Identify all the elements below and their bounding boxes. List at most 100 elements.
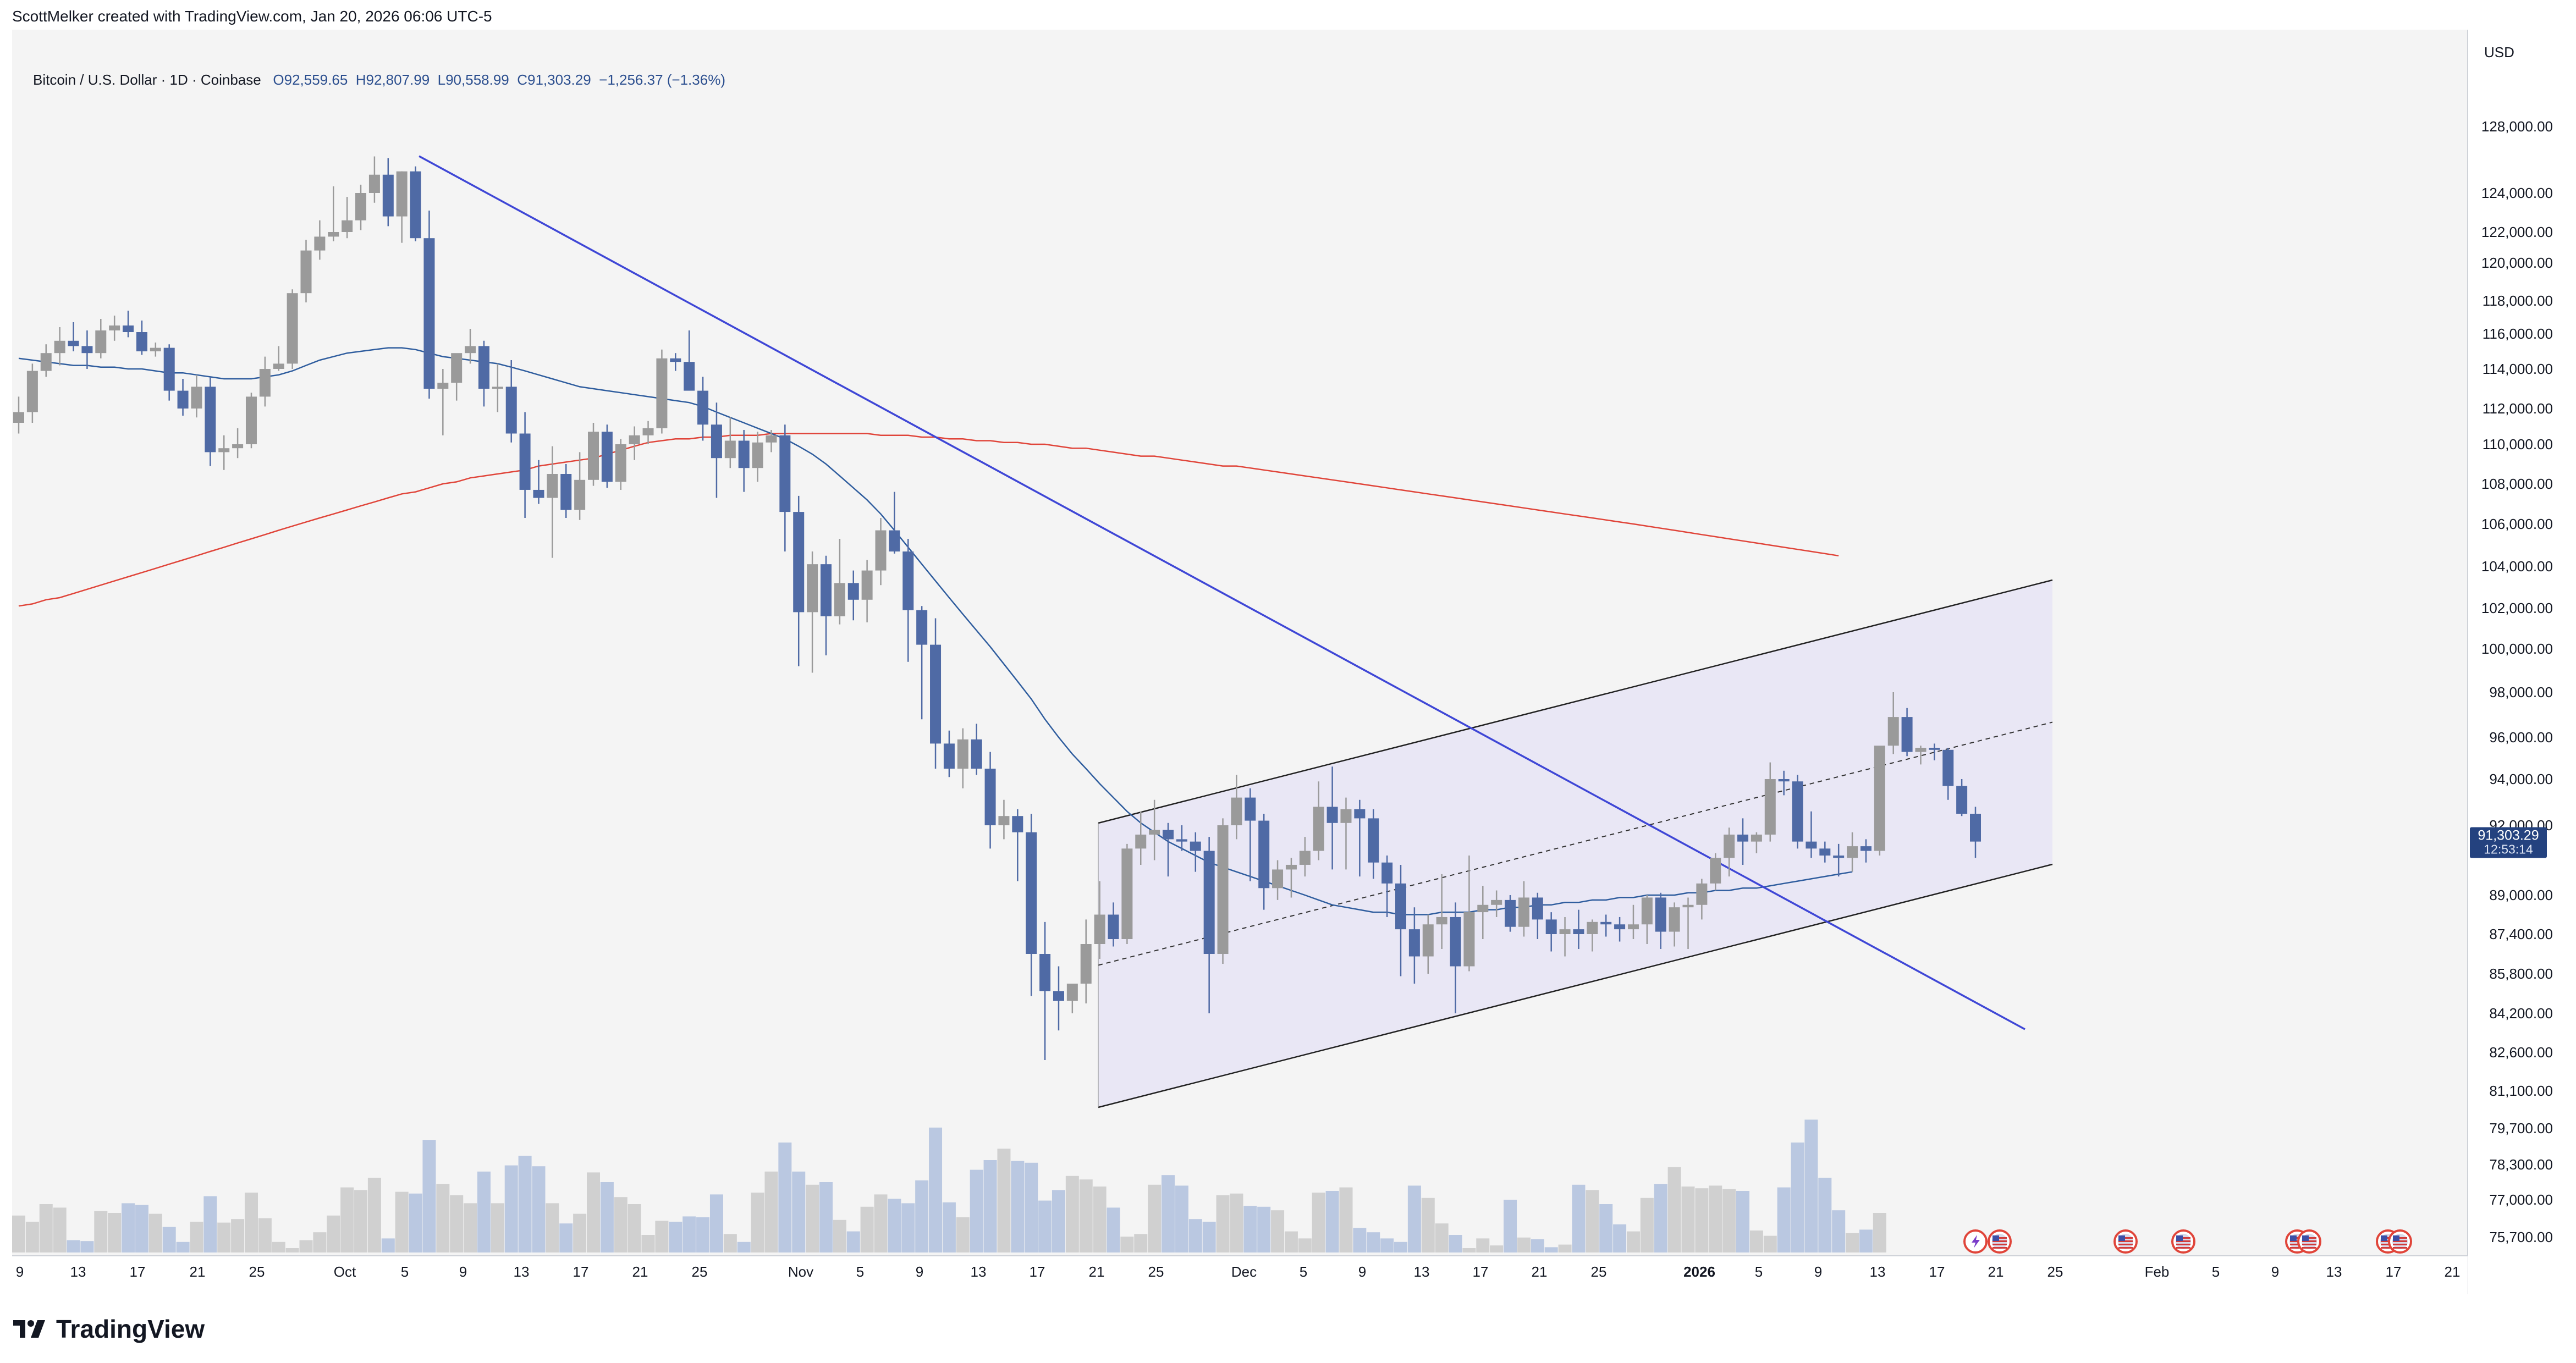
price-axis-panel	[2468, 30, 2564, 1294]
volume-bar	[422, 1140, 436, 1252]
candle-body	[1326, 807, 1338, 823]
y-tick-label: 78,300.00	[2489, 1156, 2553, 1173]
currency-label: USD	[2484, 44, 2514, 60]
y-tick-label: 124,000.00	[2481, 185, 2553, 201]
candle	[1806, 811, 1817, 858]
candle-body	[54, 340, 65, 354]
volume-bar	[628, 1204, 641, 1252]
candle	[68, 322, 79, 351]
candle	[1532, 892, 1543, 939]
y-tick-label: 102,000.00	[2481, 600, 2553, 616]
y-tick-label: 77,000.00	[2489, 1191, 2553, 1208]
volume-bar	[1367, 1232, 1380, 1252]
volume-bar	[1558, 1244, 1572, 1252]
tradingview-brand[interactable]: TradingView	[13, 1314, 205, 1344]
x-tick-label: 17	[1030, 1263, 1045, 1280]
candle	[1573, 909, 1584, 949]
candle	[1655, 892, 1666, 949]
volume-bar	[285, 1248, 299, 1252]
flag-stripe	[2176, 1247, 2190, 1249]
volume-bar	[231, 1219, 245, 1252]
candle	[724, 417, 736, 468]
candle-body	[1066, 984, 1078, 1001]
candle-body	[1532, 897, 1543, 920]
candle	[136, 321, 147, 355]
candle-body	[820, 564, 832, 616]
volume-bar	[1202, 1222, 1216, 1252]
candle-body	[1518, 897, 1529, 927]
candle-body	[1245, 797, 1256, 821]
candle-body	[601, 432, 613, 482]
volume-bar	[1791, 1143, 1804, 1252]
volume-bar	[1148, 1184, 1162, 1252]
x-tick-label: 25	[692, 1263, 708, 1280]
flag-stripe	[1992, 1237, 2007, 1239]
candle	[1381, 856, 1393, 917]
flag-canton	[2290, 1235, 2297, 1241]
candle-body	[342, 220, 353, 232]
volume-bar	[327, 1215, 340, 1252]
candle-body	[218, 448, 230, 453]
x-tick-label: 5	[1300, 1263, 1307, 1280]
candle	[1299, 837, 1311, 877]
volume-bar	[299, 1240, 313, 1252]
volume-bar	[956, 1217, 970, 1252]
candle-body	[423, 238, 435, 389]
candle	[1518, 881, 1529, 937]
volume-bar	[1175, 1185, 1188, 1252]
volume-bar	[682, 1216, 696, 1252]
candle	[1819, 841, 1831, 863]
flag-stripe	[2302, 1244, 2316, 1245]
volume-bar	[1736, 1191, 1750, 1252]
candle	[300, 240, 312, 302]
candle	[177, 379, 189, 416]
candle-body	[1313, 807, 1324, 851]
candle-body	[396, 171, 408, 217]
candle-body	[574, 479, 586, 510]
candle	[342, 197, 353, 239]
volume-bar	[778, 1143, 792, 1252]
candle	[1559, 917, 1571, 957]
candle	[1696, 879, 1708, 920]
volume-bar	[1298, 1238, 1312, 1252]
candle	[1245, 788, 1256, 881]
volume-bar	[915, 1180, 929, 1252]
flag-stripe	[2118, 1240, 2133, 1242]
candle	[1258, 814, 1270, 910]
candle	[1080, 919, 1092, 1003]
x-tick-label: 9	[916, 1263, 923, 1280]
candle	[1915, 746, 1927, 765]
price-chart[interactable]: USD 128,000.00 124,000.00 122,000.00 120,000…	[12, 30, 2564, 1294]
candle	[1737, 818, 1749, 865]
candle	[1368, 809, 1379, 879]
flag-stripe	[1992, 1240, 2007, 1242]
candle-body	[930, 644, 942, 744]
volume-bar	[546, 1203, 559, 1252]
candle	[205, 377, 216, 466]
candle-body	[1751, 834, 1762, 842]
x-tick-label: 17	[573, 1263, 589, 1280]
volume-bar	[1517, 1237, 1531, 1252]
volume-bar	[655, 1221, 669, 1252]
volume-bar	[381, 1238, 395, 1252]
candle-body	[943, 743, 955, 769]
candle-body	[1368, 818, 1379, 863]
candle	[1778, 770, 1790, 796]
candle-body	[1149, 830, 1160, 835]
candle	[1887, 692, 1899, 754]
candle	[40, 344, 52, 377]
volume-bar	[395, 1191, 409, 1252]
volume-bar	[1572, 1184, 1586, 1252]
volume-bar	[532, 1166, 546, 1252]
candle	[1203, 837, 1215, 1013]
candle-body	[1655, 897, 1666, 932]
chart-area[interactable]: USD 128,000.00 124,000.00 122,000.00 120,000…	[12, 30, 2564, 1294]
x-tick-label: 2026	[1683, 1263, 1715, 1280]
candle-body	[1614, 924, 1626, 930]
candle	[1408, 907, 1420, 984]
x-tick-label: 13	[1414, 1263, 1430, 1280]
candle	[943, 730, 955, 777]
candle	[1874, 746, 1885, 856]
descending-trendline	[419, 155, 2025, 1030]
candle	[1066, 984, 1078, 1013]
